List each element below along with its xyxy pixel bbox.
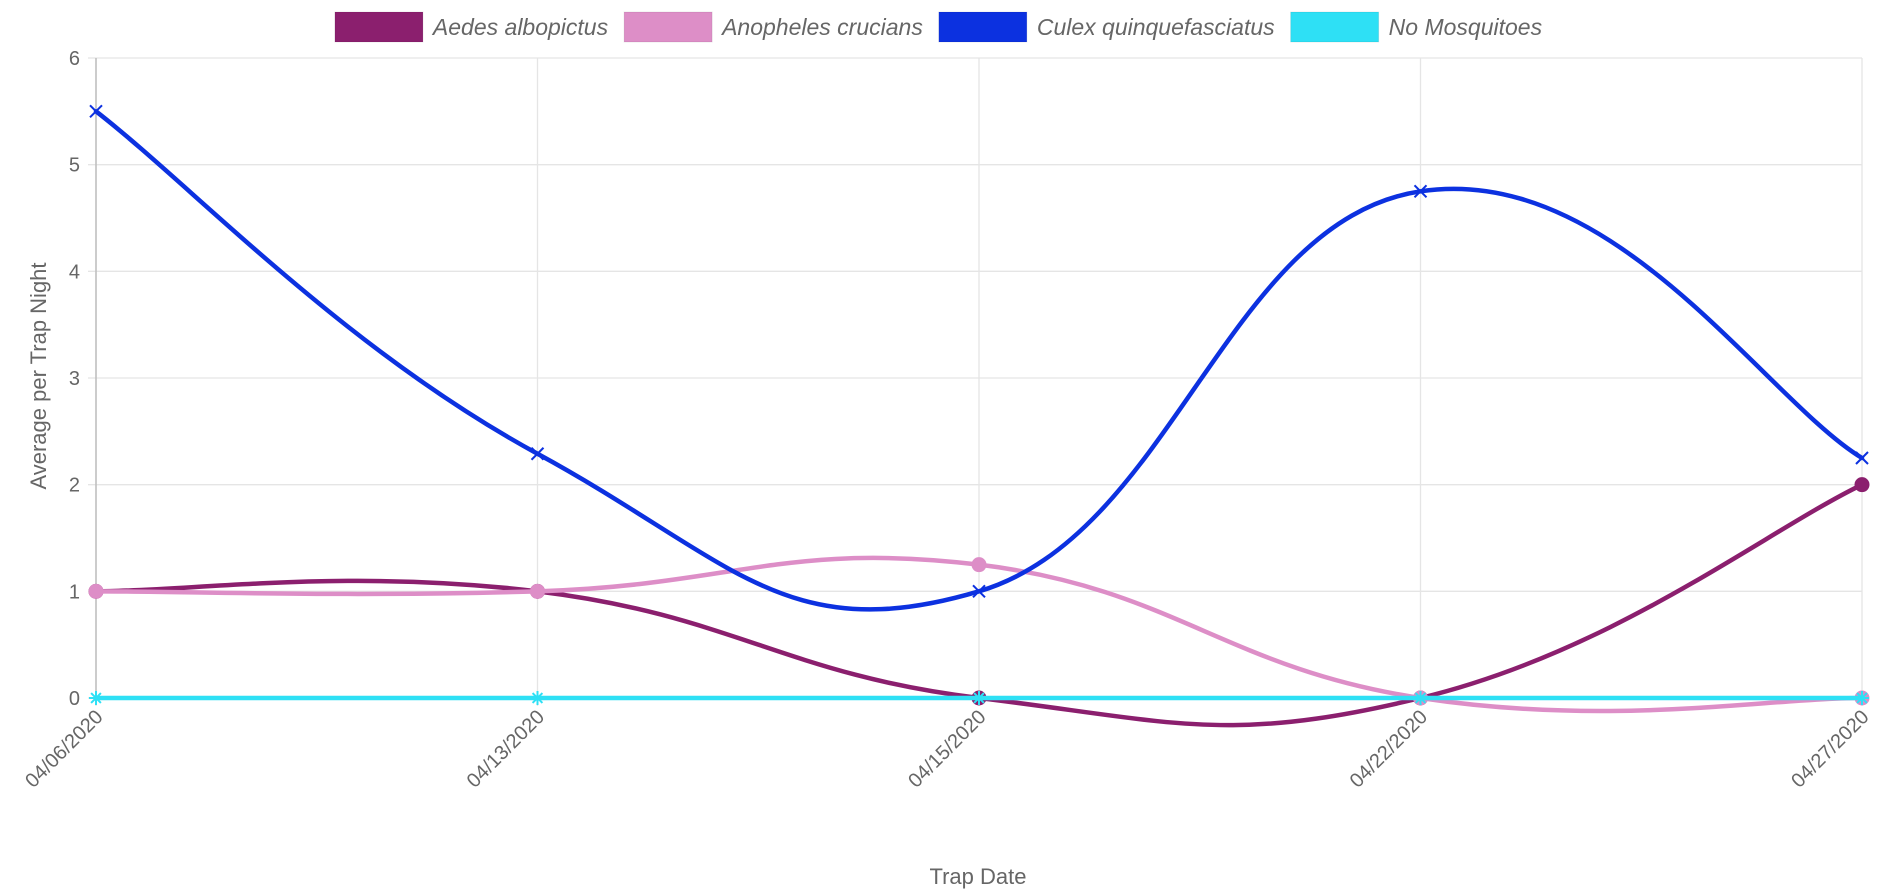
data-point-anopheles-crucians[interactable]: [88, 583, 104, 599]
legend-label: Anopheles crucians: [720, 14, 923, 40]
y-tick-label: 3: [69, 368, 80, 390]
legend-swatch: [623, 11, 713, 43]
legend[interactable]: Aedes albopictus Anopheles crucians Culex …: [334, 11, 1543, 43]
legend-item-anopheles-crucians[interactable]: Anopheles crucians: [623, 11, 923, 43]
series-no-mosquitoes: [89, 691, 1869, 705]
x-tick-label: 04/22/2020: [1346, 706, 1432, 792]
x-tick-label: 04/27/2020: [1787, 706, 1873, 792]
axes-layer: 0 1 2 3 4 5 6 04/06/2020 04/13/2020 04/15/2020 04/…: [21, 48, 1873, 792]
data-point-no-mosquitoes[interactable]: [89, 691, 103, 705]
series-line-culex-quinquefasciatus[interactable]: [93, 109, 1865, 612]
data-point-no-mosquitoes[interactable]: [972, 691, 986, 705]
y-tick-label: 0: [69, 688, 80, 710]
y-tick-label: 6: [69, 48, 80, 70]
series-culex-quinquefasciatus: [89, 104, 1869, 612]
data-point-no-mosquitoes[interactable]: [530, 691, 545, 705]
data-point-culex-quinquefasciatus[interactable]: [1855, 451, 1869, 465]
y-tick-label: 5: [69, 155, 80, 177]
legend-item-aedes-albopictus[interactable]: Aedes albopictus: [334, 11, 609, 43]
x-tick-label: 04/15/2020: [904, 706, 990, 792]
legend-label: Aedes albopictus: [431, 14, 609, 40]
x-tick-label: 04/13/2020: [463, 706, 549, 792]
data-point-culex-quinquefasciatus[interactable]: [89, 104, 103, 119]
legend-swatch: [1290, 11, 1380, 43]
data-point-culex-quinquefasciatus[interactable]: [1413, 184, 1428, 199]
legend-swatch: [938, 11, 1028, 43]
legend-swatch: [334, 11, 424, 43]
data-point-no-mosquitoes[interactable]: [1413, 691, 1428, 705]
y-axis-title: Average per Trap Night: [26, 262, 51, 489]
grid-layer: [88, 57, 1863, 706]
data-point-anopheles-crucians[interactable]: [971, 557, 987, 573]
y-tick-label: 4: [69, 261, 80, 283]
series-layer: [88, 104, 1870, 728]
x-tick-label: 04/06/2020: [21, 706, 107, 792]
y-tick-label: 1: [69, 581, 80, 603]
data-point-culex-quinquefasciatus[interactable]: [972, 584, 986, 599]
y-tick-label: 2: [69, 475, 80, 497]
legend-item-no-mosquitoes[interactable]: No Mosquitoes: [1290, 11, 1543, 43]
legend-label: Culex quinquefasciatus: [1037, 14, 1275, 40]
data-point-aedes-albopictus[interactable]: [1854, 477, 1870, 493]
legend-label: No Mosquitoes: [1389, 14, 1543, 40]
data-point-no-mosquitoes[interactable]: [1855, 691, 1869, 705]
legend-item-culex-quinquefasciatus[interactable]: Culex quinquefasciatus: [938, 11, 1275, 43]
data-point-anopheles-crucians[interactable]: [530, 583, 545, 599]
data-point-culex-quinquefasciatus[interactable]: [530, 447, 545, 461]
x-axis-title: Trap Date: [929, 864, 1026, 889]
